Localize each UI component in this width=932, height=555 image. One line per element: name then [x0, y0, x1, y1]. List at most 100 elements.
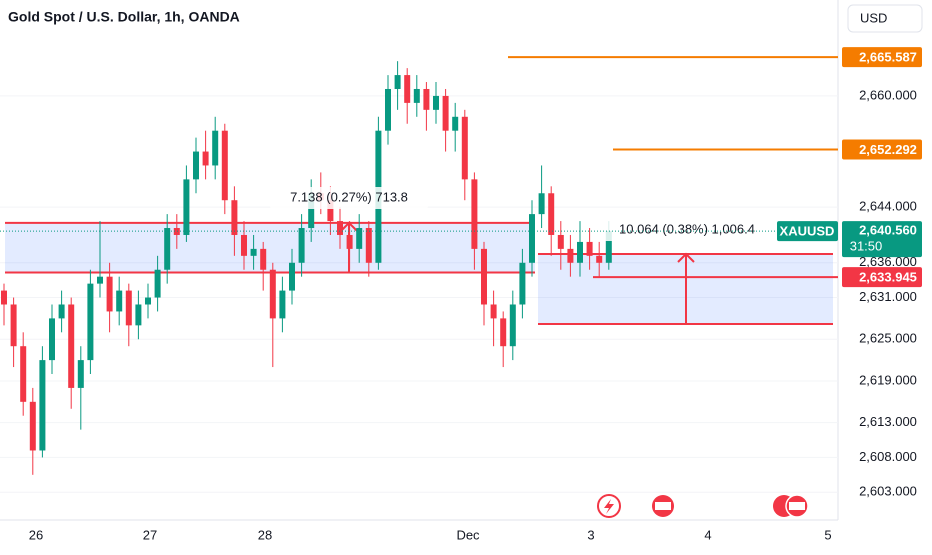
currency-button[interactable]: [847, 4, 923, 33]
x-tick-label: Dec: [456, 527, 480, 542]
x-tick-label: 3: [587, 527, 594, 542]
candle-body: [461, 116, 468, 180]
candle-body: [106, 276, 113, 312]
y-tick-label: 2,644.000: [859, 199, 917, 214]
candle-body: [125, 290, 132, 326]
candle-body: [490, 304, 497, 319]
candle-body: [145, 297, 151, 305]
y-tick-label: 2,636.000: [859, 254, 917, 269]
candle-body: [250, 248, 257, 256]
price-tag: [842, 47, 922, 68]
last-price-tag: [842, 221, 922, 258]
y-tick-label: 2,660.000: [859, 87, 917, 102]
candle-body: [605, 231, 612, 263]
candle-body: [404, 75, 411, 103]
candle-body: [356, 228, 363, 249]
candle-body: [241, 234, 247, 256]
measure-label: 7.138 (0.27%) 713.8: [290, 189, 408, 204]
last-price-label: 2,640.560: [859, 223, 917, 238]
candle-body: [49, 318, 55, 361]
candle-body: [135, 304, 142, 326]
candle-body: [327, 200, 334, 222]
candle-body: [509, 304, 516, 347]
candle-body: [269, 269, 276, 319]
measure-box: [603, 219, 771, 241]
candle-body: [567, 248, 574, 263]
symbol-tag-label: XAUUSD: [780, 224, 835, 239]
candle-body: [298, 228, 305, 263]
candle-body: [529, 214, 535, 263]
candle-body: [202, 151, 209, 166]
candle-body: [577, 241, 583, 263]
candle-body: [164, 228, 171, 270]
candle-body: [346, 234, 353, 249]
candle-body: [58, 304, 65, 319]
candle-body: [423, 88, 430, 110]
candle-body: [413, 88, 420, 103]
x-tick-label: 5: [824, 527, 831, 542]
plot: [0, 61, 838, 493]
measure-label: 10.064 (0.38%) 1,006.4: [619, 221, 755, 236]
y-tick-label: 2,608.000: [859, 449, 917, 464]
price-tag-label: 2,652.292: [859, 142, 917, 157]
symbol-tag: [777, 221, 838, 242]
candle-body: [394, 75, 401, 89]
measure-arrow: [677, 252, 695, 324]
candle-body: [231, 200, 238, 235]
candle-body: [97, 276, 103, 284]
candle-body: [519, 262, 526, 305]
candle-body: [538, 193, 545, 215]
y-tick-label: 2,631.000: [859, 289, 917, 304]
candle-body: [221, 130, 228, 201]
zone: [5, 222, 535, 273]
candle-body: [471, 179, 478, 249]
candle-body: [20, 346, 27, 402]
candle-body: [596, 255, 603, 263]
x-tick-label: 27: [143, 527, 157, 542]
candle-body: [442, 95, 449, 131]
candle-body: [260, 248, 267, 270]
price-tag: [842, 139, 922, 160]
candle-body: [77, 360, 84, 388]
y-tick-label: 2,603.000: [859, 484, 917, 499]
alert-tag: [842, 267, 922, 288]
x-tick-label: 26: [29, 527, 43, 542]
y-tick-label: 2,625.000: [859, 331, 917, 346]
chart-title: Gold Spot / U.S. Dollar, 1h, OANDA: [8, 9, 240, 25]
candle-body: [452, 116, 459, 131]
measure-box: [270, 187, 428, 209]
candle-body: [365, 228, 372, 263]
candle-body: [68, 304, 75, 388]
countdown-label: 31:50: [850, 239, 883, 254]
y-tick-label: 2,619.000: [859, 372, 917, 387]
candle-body: [212, 130, 219, 166]
candle-body: [289, 262, 295, 291]
alert-tag-label: 2,633.945: [859, 270, 917, 285]
candle-body: [308, 193, 315, 229]
candle-body: [10, 304, 17, 347]
candle-body: [29, 401, 36, 451]
candle-body: [337, 221, 343, 235]
candle-body: [586, 241, 593, 256]
candle-body: [154, 269, 161, 298]
candle-body: [116, 290, 123, 312]
candle-body: [481, 248, 487, 305]
candle-body: [557, 234, 564, 249]
x-tick-label: 28: [258, 527, 272, 542]
candle-body: [87, 283, 94, 361]
y-tick-label: 2,613.000: [859, 414, 917, 429]
candle-body: [183, 179, 190, 235]
event-icons: [597, 494, 809, 518]
candle-body: [385, 88, 391, 131]
currency-label: USD: [860, 10, 887, 25]
candle-body: [173, 228, 180, 235]
candle-body: [193, 151, 199, 180]
x-tick-label: 4: [704, 527, 711, 542]
price-tag-label: 2,665.587: [859, 50, 917, 65]
candle-body: [433, 95, 439, 110]
candle-body: [548, 193, 555, 235]
candle-body: [279, 290, 286, 319]
candle-body: [500, 318, 507, 347]
candle-body: [1, 290, 7, 305]
